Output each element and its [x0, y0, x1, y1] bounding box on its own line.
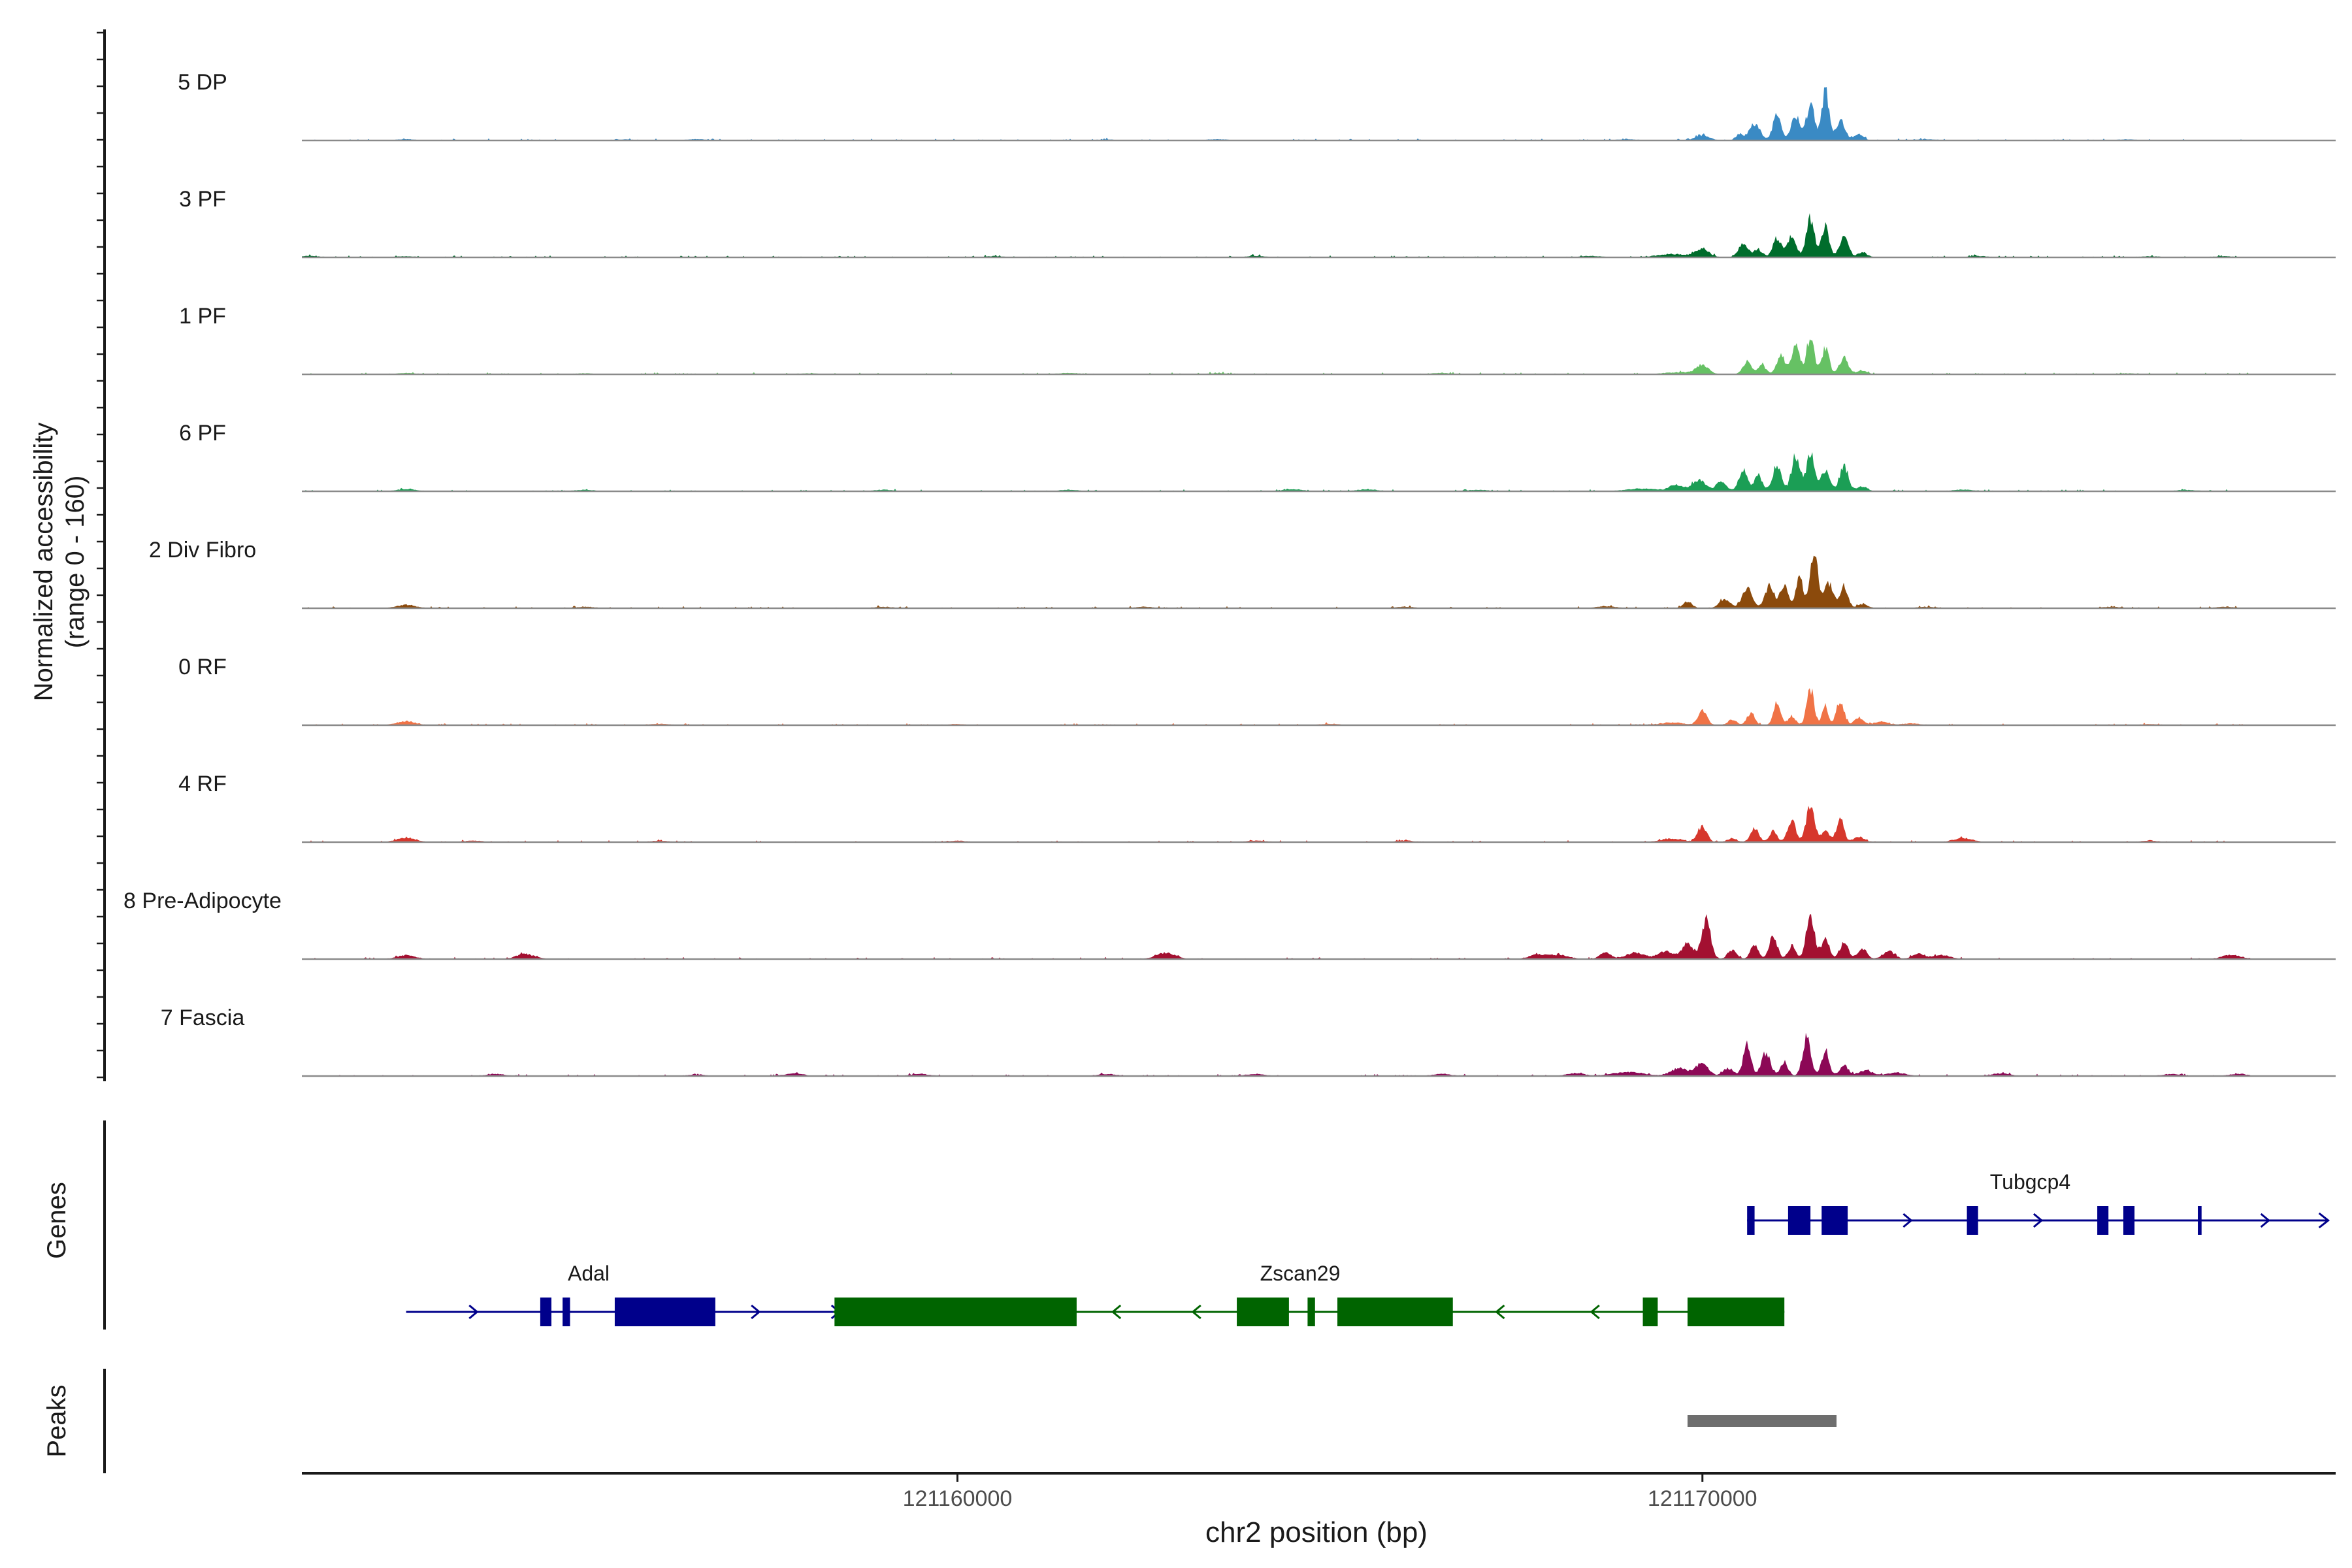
track-4: 6 PF: [179, 421, 2336, 493]
peaks-panel-label: Peaks: [42, 1384, 71, 1457]
gene-adal: Adal: [406, 1262, 877, 1326]
coverage-area: [302, 806, 2251, 842]
track-9: 7 Fascia: [161, 1005, 2336, 1077]
exon: [2097, 1206, 2109, 1235]
x-axis: 121160000 121170000: [302, 1472, 2336, 1511]
exon: [1967, 1206, 1978, 1235]
strand-arrow: [1111, 1304, 1122, 1320]
track-label: 7 Fascia: [161, 1005, 245, 1030]
gene-label: Tubgcp4: [1990, 1170, 2070, 1194]
y-axis-range-label: (range 0 - 160): [61, 476, 90, 649]
strand-arrow: [751, 1304, 761, 1320]
strand-arrow: [1903, 1213, 1913, 1228]
track-1: 5 DP: [178, 70, 2336, 142]
track-label: 5 DP: [178, 70, 227, 95]
coverage-area: [302, 213, 2251, 257]
strand-arrow: [468, 1304, 479, 1320]
gene-label: Adal: [568, 1262, 610, 1285]
genes-panel-label: Genes: [42, 1182, 71, 1259]
exon: [834, 1298, 1077, 1326]
coverage-area: [302, 555, 2251, 608]
exon: [1642, 1298, 1658, 1326]
peak-region: [1687, 1415, 1837, 1427]
strand-arrow: [2260, 1213, 2271, 1228]
track-2: 3 PF: [179, 187, 2336, 259]
exon: [2123, 1206, 2135, 1235]
coverage-tracks: 5 DP 3 PF 1 PF 6 PF 2 Div Fibro 0 RF 4 RF 8 Pre…: [123, 70, 2336, 1077]
exon: [1237, 1298, 1289, 1326]
track-label: 2 Div Fibro: [149, 538, 256, 563]
coverage-area: [302, 688, 2251, 725]
exon: [1747, 1206, 1755, 1235]
track-label: 1 PF: [179, 304, 226, 329]
peak-track: [1687, 1415, 1837, 1427]
track-label: 3 PF: [179, 187, 226, 212]
coverage-area: [302, 452, 2251, 491]
coverage-area: [302, 914, 2251, 959]
exon: [614, 1298, 715, 1326]
x-tick-label: 121160000: [903, 1486, 1013, 1511]
y-axis-title: Normalized accessibility (range 0 - 160): [29, 423, 90, 702]
x-axis-label: chr2 position (bp): [1205, 1516, 1428, 1548]
x-tick-label: 121170000: [1648, 1486, 1757, 1511]
track-8: 8 Pre-Adipocyte: [123, 889, 2336, 960]
strand-arrow: [1590, 1304, 1600, 1320]
exon: [563, 1298, 570, 1326]
strand-arrow: [2033, 1213, 2044, 1228]
coverage-area: [302, 1032, 2251, 1076]
exon: [1687, 1298, 1785, 1326]
strand-arrow: [1191, 1304, 1201, 1320]
track-label: 4 RF: [178, 772, 227, 796]
exon: [2198, 1206, 2202, 1235]
gene-label: Zscan29: [1260, 1262, 1341, 1285]
strand-arrow: [2318, 1212, 2330, 1229]
exon: [1821, 1206, 1848, 1235]
track-5: 2 Div Fibro: [149, 538, 2336, 610]
track-label: 0 RF: [178, 655, 227, 679]
track-label: 6 PF: [179, 421, 226, 446]
exon: [1788, 1206, 1811, 1235]
exon: [1337, 1298, 1453, 1326]
coverage-area: [302, 87, 2251, 140]
exon: [1307, 1298, 1315, 1326]
y-axis-label: Normalized accessibility: [29, 423, 58, 702]
gene-track: Tubgcp4 Adal Zscan29: [406, 1170, 2330, 1326]
gene-tubgcp4: Tubgcp4: [1747, 1170, 2330, 1235]
track-3: 1 PF: [179, 304, 2336, 376]
track-7: 4 RF: [178, 772, 2336, 843]
track-6: 0 RF: [178, 655, 2336, 727]
strand-arrow: [1495, 1304, 1505, 1320]
y-axis: [97, 29, 106, 1081]
gene-zscan29: Zscan29: [832, 1262, 1785, 1326]
track-label: 8 Pre-Adipocyte: [123, 889, 282, 913]
exon: [540, 1298, 551, 1326]
coverage-area: [302, 339, 2251, 374]
